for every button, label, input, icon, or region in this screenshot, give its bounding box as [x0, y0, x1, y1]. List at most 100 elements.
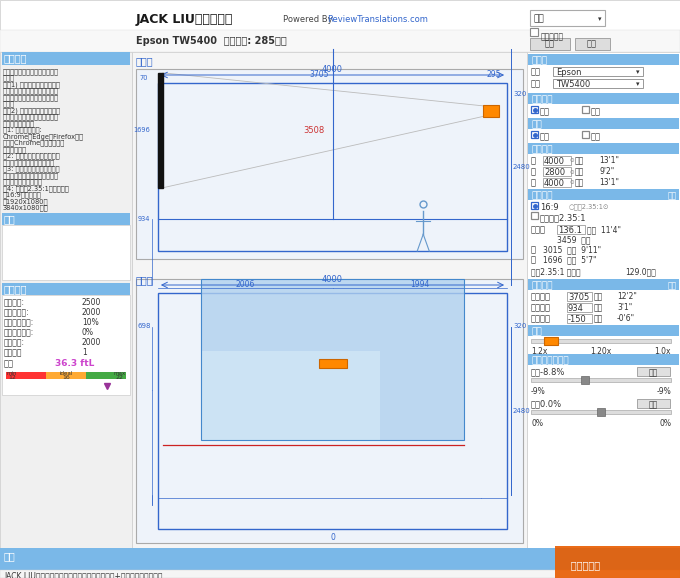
- Text: 锁定: 锁定: [668, 191, 677, 200]
- Text: 最大变焦损失:: 最大变焦损失:: [4, 318, 34, 327]
- Text: -9%: -9%: [656, 387, 671, 396]
- Text: 2000: 2000: [82, 308, 101, 317]
- Bar: [528, 93, 679, 104]
- Text: 和全部功能。: 和全部功能。: [3, 146, 27, 153]
- Text: 公制: 公制: [540, 132, 550, 141]
- Text: 注4: 宽高比2.35:1的计算仅基: 注4: 宽高比2.35:1的计算仅基: [3, 185, 69, 192]
- Text: 3705: 3705: [310, 70, 329, 79]
- Text: 3840x1080）。: 3840x1080）。: [3, 205, 49, 211]
- Bar: [0, 0, 680, 30]
- Text: 9'2": 9'2": [599, 167, 614, 176]
- Text: Epson: Epson: [556, 68, 581, 77]
- Text: 亮度计算: 亮度计算: [4, 284, 27, 294]
- Text: 4000: 4000: [322, 275, 343, 284]
- Bar: [527, 52, 680, 548]
- Text: 934: 934: [568, 304, 584, 313]
- Text: 0%: 0%: [531, 419, 543, 428]
- Text: 变焦: 变焦: [531, 327, 542, 336]
- Text: ○变形2.35:1⊙: ○变形2.35:1⊙: [569, 203, 609, 210]
- Bar: [528, 325, 679, 336]
- Bar: [136, 279, 523, 543]
- Text: 画面离地: 画面离地: [531, 303, 551, 312]
- Text: 12'2": 12'2": [617, 292, 637, 301]
- Text: 打印: 打印: [587, 39, 597, 49]
- Bar: [2, 225, 130, 280]
- Bar: [530, 38, 570, 50]
- Bar: [567, 303, 592, 312]
- Text: 16: 16: [62, 375, 70, 380]
- Text: 3'1": 3'1": [617, 303, 632, 312]
- Bar: [158, 83, 507, 251]
- Text: Epson TW5400  机身长度: 285毫米: Epson TW5400 机身长度: 285毫米: [136, 36, 287, 46]
- Text: 单位: 单位: [531, 120, 542, 129]
- Bar: [543, 156, 571, 165]
- Text: 侧视图: 侧视图: [136, 56, 154, 66]
- Bar: [201, 279, 464, 440]
- Text: 4000: 4000: [544, 157, 565, 166]
- Text: 房间大小: 房间大小: [531, 145, 552, 154]
- Bar: [582, 131, 589, 138]
- Text: 投影距离: 投影距离: [531, 292, 551, 301]
- Bar: [0, 30, 680, 52]
- Text: 22: 22: [116, 375, 124, 380]
- Text: 2800: 2800: [544, 168, 565, 177]
- Text: 方信息，计算结果仅供参考。: 方信息，计算结果仅供参考。: [3, 159, 55, 166]
- Text: 0%: 0%: [659, 419, 671, 428]
- Text: 注2: 数据基于产品说明书及官: 注2: 数据基于产品说明书及官: [3, 153, 60, 159]
- Text: JACK LIU投影计算器，提供业界独一无二的变焦+镜头移位计算功能。: JACK LIU投影计算器，提供业界独一无二的变焦+镜头移位计算功能。: [4, 572, 163, 578]
- Text: 1.20x: 1.20x: [590, 347, 611, 356]
- Text: 36.3 ftL: 36.3 ftL: [55, 359, 95, 368]
- Text: 宽: 宽: [531, 178, 536, 187]
- Bar: [531, 339, 671, 343]
- Text: 水平0.0%: 水平0.0%: [531, 399, 562, 408]
- Text: Chrome、Edge、Firefox。推: Chrome、Edge、Firefox。推: [3, 133, 84, 140]
- Text: 信息: 信息: [4, 214, 16, 224]
- Bar: [136, 69, 523, 259]
- Bar: [201, 351, 380, 440]
- Bar: [2, 295, 130, 395]
- Bar: [158, 73, 163, 188]
- Text: 荐使用Chrome以获最佳性能: 荐使用Chrome以获最佳性能: [3, 139, 65, 146]
- Text: 2480: 2480: [513, 408, 531, 414]
- Text: 1.0x: 1.0x: [654, 347, 671, 356]
- Bar: [582, 106, 589, 113]
- Text: 1696: 1696: [134, 127, 150, 134]
- Text: 和最大安装距离。: 和最大安装距离。: [3, 120, 35, 127]
- Bar: [567, 292, 592, 301]
- Text: 长: 长: [531, 156, 536, 165]
- Text: 英寸  11'4": 英寸 11'4": [587, 225, 621, 234]
- Text: 320: 320: [513, 91, 526, 97]
- Text: 295: 295: [487, 70, 501, 79]
- Text: 正视图: 正视图: [136, 275, 154, 285]
- Text: 4000: 4000: [322, 65, 343, 74]
- Bar: [555, 546, 680, 578]
- Text: max: max: [114, 371, 126, 376]
- Text: -9%: -9%: [531, 387, 546, 396]
- Text: 毫米: 毫米: [594, 292, 603, 301]
- Text: 毫米: 毫米: [594, 303, 603, 312]
- Bar: [86, 372, 126, 379]
- Bar: [528, 118, 679, 129]
- Text: ⊙: ⊙: [567, 226, 572, 231]
- Text: 位置。: 位置。: [3, 101, 15, 107]
- Bar: [597, 408, 605, 416]
- Text: 变形镜头2.35:1: 变形镜头2.35:1: [540, 213, 586, 222]
- Text: 2000: 2000: [82, 338, 101, 347]
- Bar: [530, 28, 538, 36]
- Text: 尺寸。: 尺寸。: [3, 75, 15, 81]
- Text: 选择目标机型、安装方式和房间: 选择目标机型、安装方式和房间: [3, 68, 59, 75]
- Text: ideal: ideal: [59, 371, 73, 376]
- Text: 高: 高: [531, 255, 536, 264]
- Text: 4000: 4000: [544, 179, 565, 188]
- Text: 3705: 3705: [568, 293, 590, 302]
- Text: 698: 698: [137, 323, 151, 329]
- Text: 内部2.35:1 对角线: 内部2.35:1 对角线: [531, 267, 581, 276]
- Bar: [567, 314, 592, 323]
- Text: 锁定: 锁定: [668, 281, 677, 290]
- Bar: [0, 52, 132, 548]
- Bar: [543, 167, 571, 176]
- Bar: [528, 143, 679, 154]
- Text: TW5400: TW5400: [556, 80, 590, 89]
- Bar: [544, 337, 558, 345]
- Text: ▾: ▾: [598, 16, 602, 22]
